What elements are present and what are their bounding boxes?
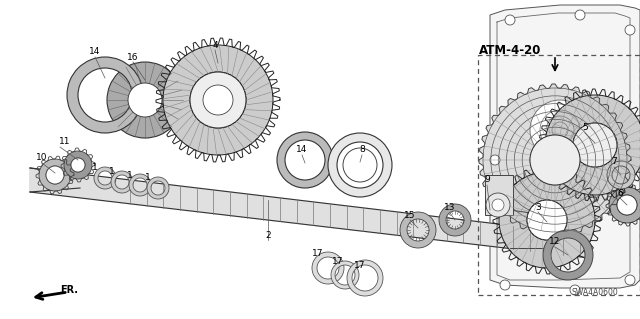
Circle shape <box>570 285 580 295</box>
Wedge shape <box>347 260 383 296</box>
Wedge shape <box>499 172 595 268</box>
Text: ATM-4-20: ATM-4-20 <box>479 43 541 56</box>
Wedge shape <box>147 177 169 199</box>
Circle shape <box>630 155 640 165</box>
Circle shape <box>530 135 580 185</box>
Wedge shape <box>545 95 640 195</box>
Text: 5: 5 <box>582 123 588 132</box>
Circle shape <box>71 158 85 172</box>
Wedge shape <box>64 151 92 179</box>
Circle shape <box>343 148 377 182</box>
Wedge shape <box>312 252 344 284</box>
Wedge shape <box>111 171 133 193</box>
Text: 10: 10 <box>36 153 48 162</box>
Circle shape <box>617 195 637 215</box>
Text: 14: 14 <box>296 145 308 154</box>
Text: 13: 13 <box>444 204 456 212</box>
Circle shape <box>128 83 162 117</box>
Text: 1: 1 <box>109 167 115 176</box>
Text: 6: 6 <box>617 189 623 197</box>
Polygon shape <box>490 5 640 288</box>
Circle shape <box>500 280 510 290</box>
Circle shape <box>530 100 590 160</box>
Polygon shape <box>30 168 590 258</box>
Text: 11: 11 <box>60 137 71 146</box>
Circle shape <box>492 199 504 211</box>
Text: 12: 12 <box>549 238 561 247</box>
Text: 1: 1 <box>127 170 133 180</box>
Text: SWA4A0600: SWA4A0600 <box>572 288 618 297</box>
Wedge shape <box>609 187 640 223</box>
Circle shape <box>575 10 585 20</box>
Wedge shape <box>543 230 593 280</box>
Circle shape <box>625 25 635 35</box>
Text: 7: 7 <box>611 158 617 167</box>
Wedge shape <box>607 161 635 189</box>
Text: FR.: FR. <box>60 285 78 295</box>
Wedge shape <box>400 212 436 248</box>
Text: 17: 17 <box>355 261 365 270</box>
Text: 3: 3 <box>535 203 541 211</box>
Wedge shape <box>328 133 392 197</box>
Circle shape <box>486 193 510 217</box>
Wedge shape <box>439 204 471 236</box>
Text: 1: 1 <box>145 174 151 182</box>
Text: 2: 2 <box>265 231 271 240</box>
Text: 14: 14 <box>90 48 100 56</box>
Polygon shape <box>479 84 631 236</box>
Text: 17: 17 <box>312 249 324 258</box>
Circle shape <box>203 85 233 115</box>
Wedge shape <box>107 62 183 138</box>
Text: 9: 9 <box>484 175 490 184</box>
Circle shape <box>505 15 515 25</box>
Text: 17: 17 <box>332 257 344 266</box>
Circle shape <box>522 92 598 168</box>
Text: 16: 16 <box>127 53 139 62</box>
Wedge shape <box>277 132 333 188</box>
Text: 8: 8 <box>359 145 365 154</box>
Polygon shape <box>30 168 80 192</box>
Text: 15: 15 <box>404 211 416 219</box>
FancyBboxPatch shape <box>485 175 513 215</box>
Wedge shape <box>129 174 151 196</box>
Text: 1: 1 <box>92 164 98 173</box>
Wedge shape <box>331 261 359 289</box>
Wedge shape <box>163 45 273 155</box>
Polygon shape <box>510 210 545 248</box>
Circle shape <box>625 275 635 285</box>
Wedge shape <box>67 57 143 133</box>
Wedge shape <box>39 159 71 191</box>
Circle shape <box>573 123 617 167</box>
Circle shape <box>527 200 567 240</box>
Text: 4: 4 <box>212 41 218 49</box>
Circle shape <box>46 166 64 184</box>
Circle shape <box>490 155 500 165</box>
Circle shape <box>190 72 246 128</box>
Wedge shape <box>94 167 116 189</box>
